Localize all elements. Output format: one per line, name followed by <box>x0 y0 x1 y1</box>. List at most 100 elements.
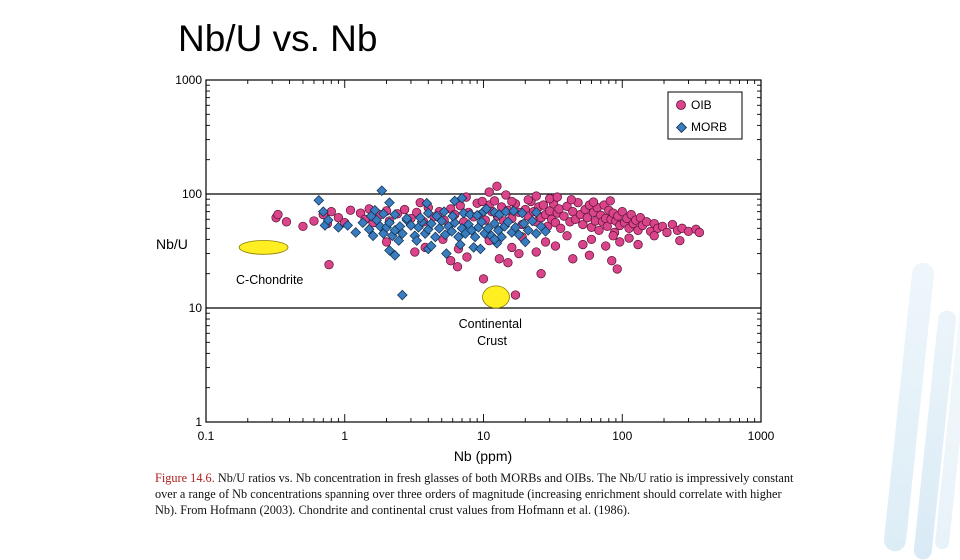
oib-point <box>612 264 622 274</box>
morb-point <box>333 222 344 233</box>
morb-point <box>489 234 500 245</box>
morb-point <box>456 192 468 204</box>
oib-point <box>545 194 555 204</box>
morb-point <box>469 231 481 243</box>
oib-point <box>615 237 625 247</box>
morb-point <box>369 204 381 216</box>
oib-point <box>662 227 672 238</box>
oib-point <box>446 256 456 266</box>
oib-point <box>550 241 561 251</box>
oib-point <box>492 181 502 191</box>
x-tick-label: 1 <box>341 429 348 443</box>
oib-point <box>582 213 592 223</box>
morb-point <box>441 248 452 259</box>
annotation-crust-line-1: Continental <box>459 317 522 331</box>
oib-points <box>271 181 705 300</box>
oib-point <box>452 262 463 272</box>
morb-point <box>502 216 514 228</box>
oib-point <box>601 241 611 251</box>
morb-point <box>527 215 538 227</box>
morb-point <box>489 218 500 229</box>
legend-morb-label: MORB <box>691 120 727 134</box>
y-tick-label: 1000 <box>175 73 202 87</box>
oib-point <box>355 208 366 218</box>
oib-point <box>494 254 504 264</box>
oib-point <box>478 274 489 284</box>
morb-point <box>453 231 464 243</box>
morb-point <box>530 207 542 218</box>
morb-point <box>431 210 443 222</box>
morb-point <box>374 221 386 232</box>
morb-point <box>411 235 422 246</box>
oib-point <box>507 242 517 253</box>
oib-point <box>540 237 551 247</box>
oib-point <box>694 227 705 238</box>
oib-point <box>552 192 562 202</box>
oib-point <box>309 216 319 226</box>
morb-point <box>342 220 353 231</box>
oib-point <box>531 247 541 257</box>
oib-point <box>536 269 546 279</box>
oib-point <box>588 197 599 207</box>
morb-point <box>530 228 542 239</box>
reservoir-fields <box>238 240 510 309</box>
legend-oib-marker <box>676 100 686 110</box>
oib-point <box>281 217 292 227</box>
oib-point <box>510 290 521 300</box>
morb-point <box>389 209 401 220</box>
oib-point <box>298 221 308 232</box>
x-axis-label: Nb (ppm) <box>454 448 512 464</box>
morb-point <box>430 231 441 243</box>
y-tick-label: 100 <box>182 187 202 201</box>
oib-point <box>324 260 334 270</box>
oib-point <box>562 231 572 241</box>
morb-point <box>481 203 492 215</box>
morb-point <box>397 289 408 301</box>
oib-point <box>514 248 524 259</box>
oib-point <box>633 239 643 250</box>
morb-point <box>522 225 534 236</box>
morb-point <box>363 224 375 235</box>
field-ellipse <box>238 240 289 255</box>
oib-point <box>477 196 487 207</box>
morb-point <box>482 223 494 234</box>
y-axis-label: Nb/U <box>156 236 188 252</box>
y-tick-label: 1 <box>195 415 202 429</box>
annotation-chondrite: C-Chondrite <box>236 273 303 287</box>
morb-point <box>376 185 388 196</box>
morb-point <box>389 249 401 261</box>
oib-point <box>605 196 615 206</box>
oib-point <box>667 219 678 230</box>
oib-point <box>489 196 500 206</box>
morb-point <box>414 212 426 223</box>
oib-point <box>617 207 627 217</box>
slide-title: Nb/U vs. Nb <box>178 18 378 59</box>
morb-point <box>519 236 531 248</box>
x-tick-label: 100 <box>612 429 632 443</box>
oib-point <box>273 209 283 220</box>
morb-point <box>476 216 487 228</box>
morb-point <box>464 209 476 220</box>
legend-oib-label: OIB <box>691 98 712 112</box>
morb-points <box>313 185 551 301</box>
oib-point <box>462 252 472 262</box>
morb-point <box>405 220 417 231</box>
oib-point <box>649 231 659 241</box>
oib-point <box>556 223 566 233</box>
oib-point <box>584 250 595 260</box>
oib-point <box>608 231 618 241</box>
legend-morb-marker <box>675 121 688 134</box>
morb-point <box>397 228 408 239</box>
oib-point <box>607 256 617 266</box>
morb-point <box>454 239 466 250</box>
morb-point <box>438 206 450 217</box>
x-tick-label: 10 <box>477 429 491 443</box>
annotation-continental-crust: Continental Crust <box>459 317 526 348</box>
oib-point <box>624 233 634 243</box>
oib-point <box>578 219 588 230</box>
morb-point <box>350 227 362 238</box>
morb-point <box>446 226 458 237</box>
morb-point <box>313 195 325 206</box>
